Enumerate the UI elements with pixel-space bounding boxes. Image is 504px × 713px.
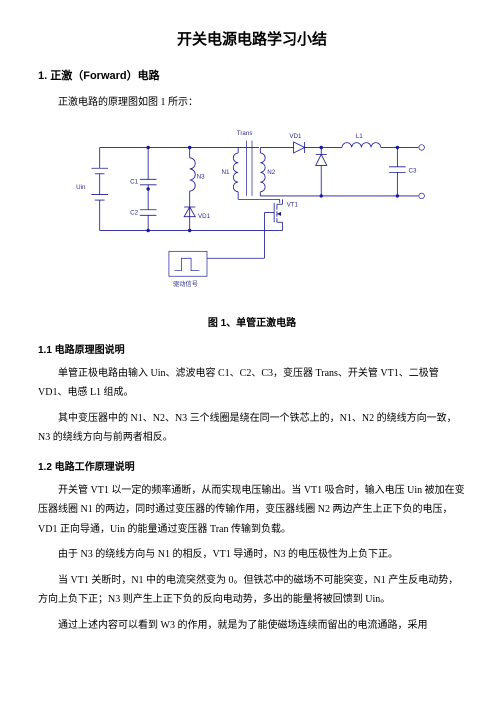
label-uin: Uin [76,184,86,191]
label-c1: C1 [130,178,138,185]
page-title: 开关电源电路学习小结 [38,28,466,49]
subheading-1-1: 1.1 电路原理图说明 [38,341,466,356]
label-vd1b: VD1 [198,213,211,220]
label-vt1: VT1 [287,201,299,208]
label-n3: N3 [197,173,205,180]
label-drive: 驱动信号 [173,279,198,287]
circuit-diagram: Uin C1 C2 [38,119,466,304]
intro-paragraph: 正激电路的原理图如图 1 所示： [38,93,466,113]
label-trans: Trans [237,130,253,137]
paragraph-1-1a: 单管正极电路由输入 Uin、滤波电容 C1、C2、C3，变压器 Trans、开关… [38,364,466,403]
subheading-1-2: 1.2 电路工作原理说明 [38,458,466,473]
paragraph-1-2b: 由于 N3 的绕线方向与 N1 的相反，VT1 导通时，N3 的电压极性为上负下… [38,545,466,565]
label-vd1: VD1 [289,132,302,139]
paragraph-1-2c: 当 VT1 关断时，N1 中的电流突然变为 0。但铁芯中的磁场不可能突变，N1 … [38,571,466,610]
label-n2: N2 [267,168,275,175]
paragraph-1-2a: 开关管 VT1 以一定的频率通断，从而实现电压输出。当 VT1 吸合时，输入电压… [38,481,466,540]
label-l1: L1 [356,132,363,139]
label-c2: C2 [130,209,138,216]
figure-caption-1: 图 1、单管正激电路 [38,314,466,329]
label-n1: N1 [222,168,230,175]
section-heading-1: 1. 正激（Forward）电路 [38,67,466,83]
label-c3: C3 [408,167,416,174]
paragraph-1-2d: 通过上述内容可以看到 W3 的作用，就是为了能使磁场连续而留出的电流通路，采用 [38,616,466,636]
paragraph-1-1b: 其中变压器中的 N1、N2、N3 三个线圈是绕在同一个铁芯上的，N1、N2 的绕… [38,409,466,448]
circuit-svg: Uin C1 C2 [72,119,432,304]
